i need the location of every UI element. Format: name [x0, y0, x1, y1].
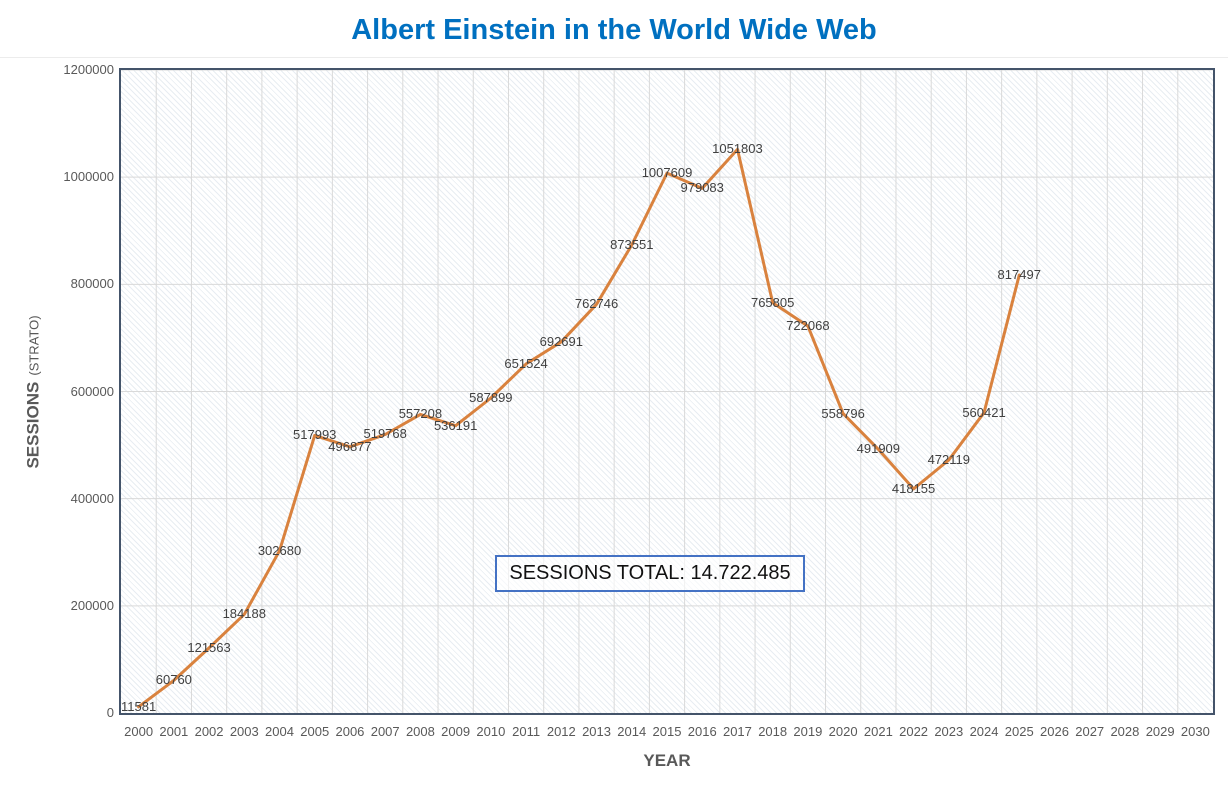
data-point-label: 560421 [962, 404, 1006, 420]
y-tick-label: 1200000 [63, 62, 114, 77]
x-tick-label: 2011 [512, 724, 541, 739]
x-tick-label: 2024 [969, 724, 999, 739]
data-point-label: 587899 [469, 389, 513, 405]
data-point-label: 496877 [328, 438, 372, 454]
x-tick-label: 2004 [265, 724, 294, 739]
x-tick-label: 2022 [899, 724, 929, 739]
data-point-label: 184188 [222, 606, 266, 622]
x-tick-label: 2015 [652, 724, 682, 739]
x-tick-label: 2025 [1004, 724, 1034, 739]
data-point-label: 558796 [821, 405, 865, 421]
data-point-label: 817497 [997, 266, 1041, 282]
x-tick-label: 2020 [828, 724, 858, 739]
data-point-label: 873551 [610, 236, 654, 252]
x-tick-label: 2000 [124, 724, 154, 739]
sessions-total-text: SESSIONS TOTAL: 14.722.485 [509, 562, 791, 584]
x-tick-label: 2014 [617, 724, 647, 739]
title-divider-line [0, 57, 1228, 58]
y-tick-label: 200000 [70, 597, 114, 613]
data-point-label: 722068 [786, 318, 830, 334]
data-point-label: 11581 [121, 698, 157, 714]
x-tick-label: 2003 [229, 724, 259, 739]
x-tick-label: 2019 [793, 724, 823, 739]
data-point-label: 765805 [750, 294, 795, 310]
x-tick-label: 2018 [758, 724, 788, 739]
x-tick-label: 2023 [934, 724, 964, 739]
x-tick-label: 2027 [1075, 724, 1105, 739]
y-tick-label: 600000 [70, 383, 114, 399]
data-point-label: 692691 [539, 333, 583, 349]
x-tick-label: 2017 [722, 724, 752, 739]
data-point-label: 762746 [574, 296, 619, 312]
x-tick-label: 2021 [863, 724, 893, 739]
plot-area [119, 68, 1215, 715]
x-tick-label: 2029 [1145, 724, 1175, 739]
y-tick-label: 400000 [70, 490, 114, 506]
data-point-label: 651524 [504, 355, 548, 371]
x-tick-label: 2007 [370, 724, 400, 739]
data-point-label: 519768 [363, 426, 407, 442]
data-point-label: 491909 [856, 441, 901, 457]
x-tick-label: 2026 [1040, 724, 1069, 739]
x-tick-label: 2002 [194, 724, 224, 739]
data-point-label: 536191 [433, 417, 478, 433]
y-axis-title-note: (STRATO) [27, 314, 43, 376]
x-tick-label: 2030 [1180, 724, 1210, 739]
data-point-label: 472119 [927, 452, 970, 468]
x-axis-title: YEAR [643, 751, 691, 770]
data-point-label: 121563 [187, 639, 231, 655]
data-point-label: 517993 [293, 427, 337, 443]
data-point-label: 557208 [398, 406, 443, 422]
data-point-label: 1007609 [641, 165, 693, 181]
y-tick-label: 1000000 [63, 169, 114, 185]
x-tick-label: 2016 [687, 724, 717, 739]
x-tick-label: 2001 [159, 724, 189, 739]
x-tick-label: 2008 [405, 724, 435, 739]
series-line [137, 147, 1021, 709]
data-point-label: 60760 [155, 672, 192, 688]
x-tick-label: 2012 [546, 724, 576, 739]
sessions-total-box: SESSIONS TOTAL: 14.722.485 [495, 555, 805, 592]
x-tick-label: 2005 [300, 724, 330, 739]
chart-title: Albert Einstein in the World Wide Web [351, 14, 877, 46]
x-tick-label: 2010 [476, 724, 506, 739]
data-point-label: 302680 [257, 542, 302, 558]
y-tick-label: 800000 [70, 276, 114, 292]
x-tick-label: 2013 [582, 724, 611, 739]
plot-svg [121, 70, 1213, 713]
y-tick-label: 0 [106, 705, 114, 720]
x-tick-label: 2006 [335, 724, 365, 739]
x-tick-label: 2028 [1110, 724, 1140, 739]
data-point-label: 1051803 [712, 141, 763, 157]
x-tick-label: 2009 [441, 724, 471, 739]
data-point-label: 418155 [891, 480, 936, 496]
data-point-label: 979083 [680, 180, 724, 196]
